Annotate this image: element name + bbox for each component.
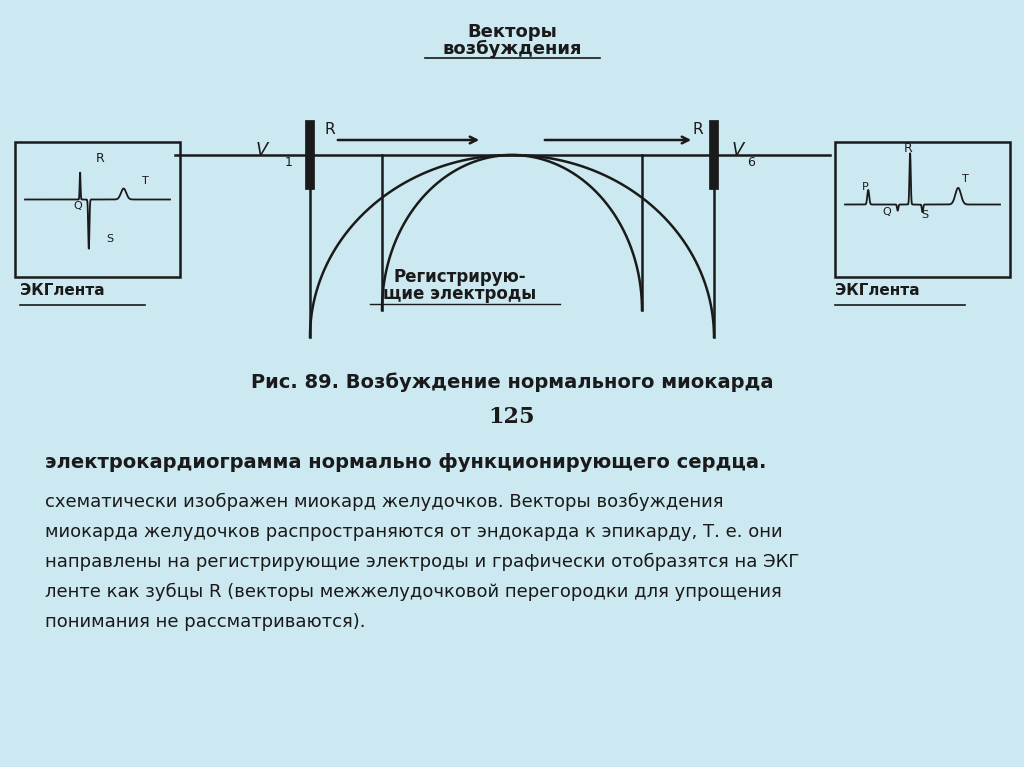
Text: 125: 125: [488, 406, 536, 428]
Bar: [835, 142, 1010, 277]
Text: ЭКГлента: ЭКГлента: [835, 283, 920, 298]
Bar: [15, 142, 180, 277]
Text: P: P: [861, 183, 868, 193]
Text: R: R: [903, 143, 912, 156]
Text: электрокардиограмма нормально функционирующего сердца.: электрокардиограмма нормально функционир…: [45, 453, 766, 472]
Text: 6: 6: [746, 156, 755, 170]
Text: миокарда желудочков распространяются от эндокарда к эпикарду, Т. е. они: миокарда желудочков распространяются от …: [45, 523, 782, 541]
Text: R: R: [95, 152, 104, 164]
Text: схематически изображен миокард желудочков. Векторы возбуждения: схематически изображен миокард желудочко…: [45, 493, 724, 511]
Text: ленте как зубцы R (векторы межжелудочковой перегородки для упрощения: ленте как зубцы R (векторы межжелудочков…: [45, 583, 781, 601]
Text: R: R: [692, 123, 702, 137]
Text: понимания не рассматриваются).: понимания не рассматриваются).: [45, 613, 366, 631]
Text: S: S: [106, 233, 114, 243]
Text: ЭКГлента: ЭКГлента: [20, 283, 104, 298]
Text: V: V: [256, 141, 268, 159]
Text: Регистрирую-: Регистрирую-: [393, 268, 526, 286]
Text: S: S: [922, 210, 929, 220]
Text: T: T: [962, 175, 969, 185]
Text: Векторы: Векторы: [467, 23, 557, 41]
Text: возбуждения: возбуждения: [442, 40, 582, 58]
Text: направлены на регистрирующие электроды и графически отобразятся на ЭКГ: направлены на регистрирующие электроды и…: [45, 553, 800, 571]
Text: щие электроды: щие электроды: [383, 285, 537, 303]
Text: 1: 1: [285, 156, 293, 170]
Text: V: V: [732, 141, 744, 159]
Text: Рис. 89. Возбуждение нормального миокарда: Рис. 89. Возбуждение нормального миокард…: [251, 372, 773, 392]
Text: Q: Q: [74, 202, 82, 212]
Text: R: R: [325, 123, 336, 137]
Text: T: T: [141, 176, 148, 186]
Text: Q: Q: [883, 206, 891, 216]
